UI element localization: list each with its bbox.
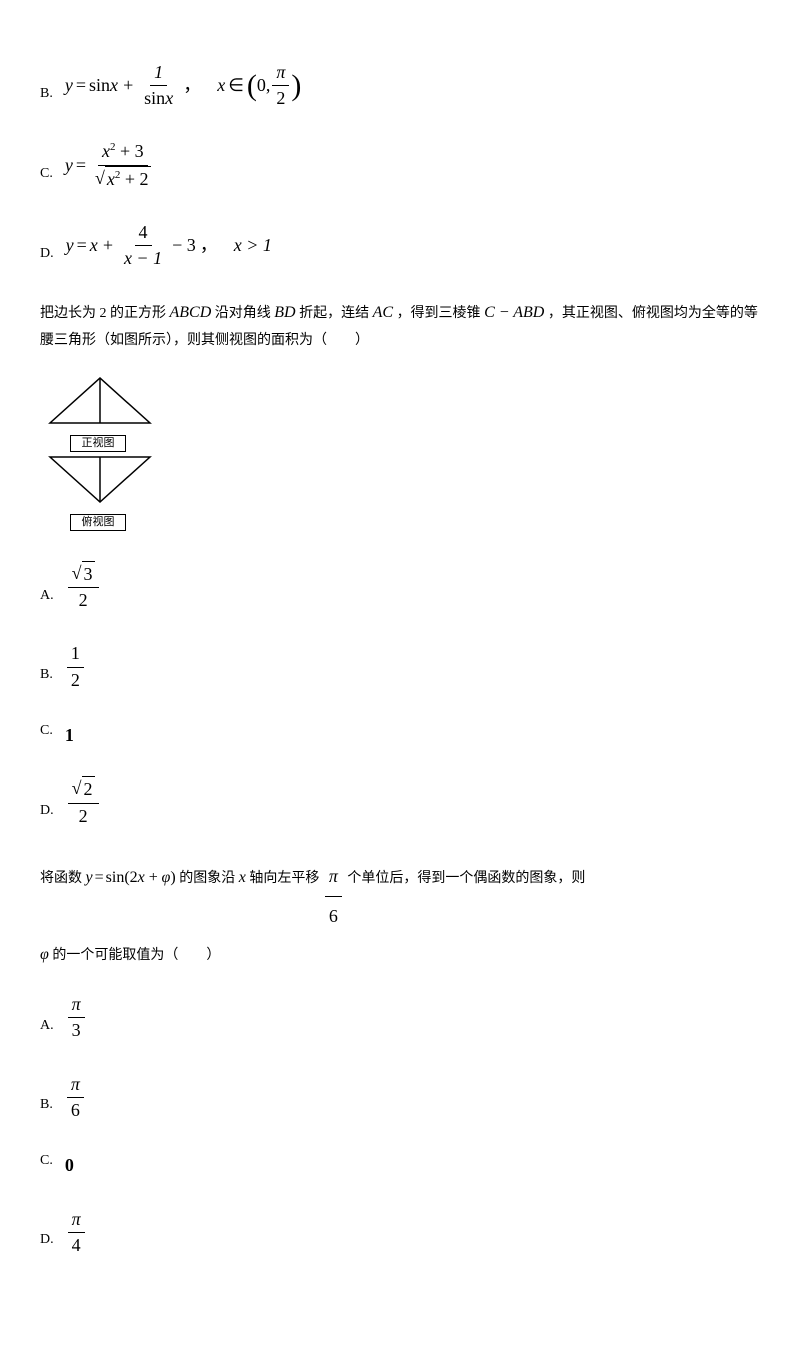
views-diagram: 正视图 俯视图: [40, 373, 760, 531]
option-label: B.: [40, 665, 53, 693]
option-label: B.: [40, 1095, 53, 1123]
formula: π 3: [66, 992, 87, 1043]
formula: 0: [65, 1153, 74, 1178]
formula: 1 2: [65, 641, 86, 692]
option-label: C.: [40, 721, 53, 749]
option-label: A.: [40, 1016, 54, 1044]
q3-option-c[interactable]: C. 0: [40, 1151, 760, 1179]
q3-option-b[interactable]: B. π 6: [40, 1072, 760, 1123]
formula-b: y = sinx + 1 sinx ， x ∈ ( 0, π 2 ): [65, 60, 302, 111]
formula: π 6: [65, 1072, 86, 1123]
q3-option-d[interactable]: D. π 4: [40, 1207, 760, 1258]
option-label: C.: [40, 1151, 53, 1179]
option-b[interactable]: B. y = sinx + 1 sinx ， x ∈ ( 0, π 2 ): [40, 60, 760, 111]
top-view-label: 俯视图: [70, 514, 126, 531]
q3-option-a[interactable]: A. π 3: [40, 992, 760, 1043]
option-label: C.: [40, 164, 53, 192]
top-view-triangle: [40, 452, 160, 507]
front-view-label: 正视图: [70, 435, 126, 452]
q2-option-b[interactable]: B. 1 2: [40, 641, 760, 692]
option-d[interactable]: D. y = x + 4 x − 1 − 3 ， x > 1: [40, 220, 760, 271]
front-view-triangle: [40, 373, 160, 428]
q2-option-d[interactable]: D. √2 2: [40, 776, 760, 828]
option-label: B.: [40, 84, 53, 112]
formula: π 4: [66, 1207, 87, 1258]
option-label: D.: [40, 244, 54, 272]
formula-c: y = x2 + 3 √x2 + 2: [65, 139, 157, 191]
option-label: A.: [40, 586, 54, 614]
q2-option-a[interactable]: A. √3 2: [40, 561, 760, 613]
formula: 1: [65, 723, 74, 748]
formula: √2 2: [66, 776, 101, 828]
question-3: 将函数 y=sin(2x+φ) 的图象沿 x 轴向左平移 π6 个单位后，得到一…: [40, 857, 760, 972]
option-label: D.: [40, 801, 54, 829]
formula: √3 2: [66, 561, 101, 613]
option-label: D.: [40, 1230, 54, 1258]
question-2: 把边长为 2 的正方形 ABCD 沿对角线 BD 折起，连结 AC ，得到三棱锥…: [40, 299, 760, 353]
formula-d: y = x + 4 x − 1 − 3 ， x > 1: [66, 220, 272, 271]
option-c[interactable]: C. y = x2 + 3 √x2 + 2: [40, 139, 760, 191]
q2-option-c[interactable]: C. 1: [40, 721, 760, 749]
